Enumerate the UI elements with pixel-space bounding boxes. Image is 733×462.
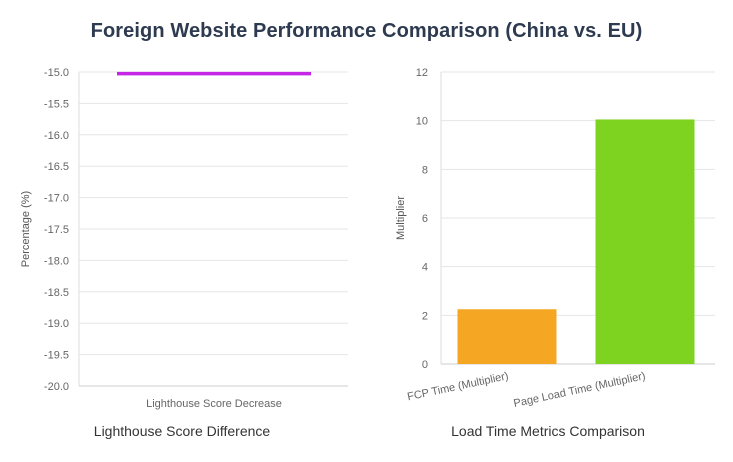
right-y-tick-label: 4 [422, 262, 428, 274]
left-y-tick-label: -19.5 [44, 350, 69, 362]
right-y-tick-label: 6 [422, 213, 428, 225]
left-y-tick-label: -17.0 [44, 193, 69, 205]
right-y-tick-label: 12 [416, 67, 428, 79]
left-bars [117, 71, 311, 76]
right-chart-caption: Load Time Metrics Comparison [451, 423, 645, 439]
left-y-tick-label: -16.5 [44, 161, 69, 173]
left-y-tick-label: -18.0 [44, 255, 69, 267]
left-y-tick-label: -18.5 [44, 287, 69, 299]
right-bars [457, 119, 695, 364]
left-chart: -15.0 -15.5 -16.0 -16.5 -17.0 -17.5 -18.0 -18.5… [20, 67, 348, 439]
right-y-tick-label: 2 [422, 310, 428, 322]
left-bar [117, 71, 311, 76]
left-y-tick-label: -20.0 [44, 381, 69, 393]
right-bar [457, 309, 557, 364]
left-gridlines [79, 71, 348, 387]
right-y-tick-label: 8 [422, 164, 428, 176]
right-chart: 12 10 8 6 4 2 0 FCP Time (Multiplier) Page Loa… [395, 67, 715, 439]
right-y-tick-label: 0 [422, 359, 428, 371]
chart-title: Foreign Website Performance Comparison (… [90, 20, 643, 42]
left-y-tick-label: -15.0 [44, 67, 69, 79]
right-y-ticks: 12 10 8 6 4 2 0 [416, 67, 428, 371]
left-y-tick-label: -15.5 [44, 98, 69, 110]
left-chart-caption: Lighthouse Score Difference [94, 423, 271, 439]
left-y-tick-label: -16.0 [44, 130, 69, 142]
right-x-tick-label-page-load: Page Load Time (Multiplier) [513, 370, 647, 410]
right-y-tick-label: 10 [416, 116, 428, 128]
left-y-tick-label: -17.5 [44, 224, 69, 236]
left-x-tick-label: Lighthouse Score Decrease [146, 398, 282, 410]
left-y-tick-label: -19.0 [44, 318, 69, 330]
right-bar [595, 119, 695, 364]
right-y-axis-title: Multiplier [395, 196, 407, 240]
left-y-ticks: -15.0 -15.5 -16.0 -16.5 -17.0 -17.5 -18.0 -18.5… [44, 67, 69, 393]
left-y-axis-title: Percentage (%) [20, 191, 32, 267]
right-x-tick-label-fcp: FCP Time (Multiplier) [406, 370, 509, 403]
